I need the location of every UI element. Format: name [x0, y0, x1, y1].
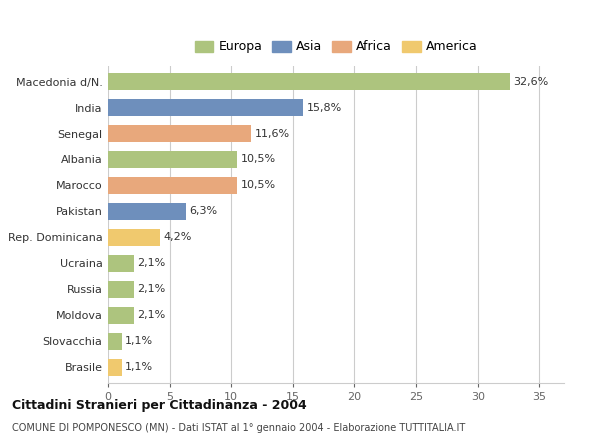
- Bar: [108, 203, 185, 220]
- Text: 2,1%: 2,1%: [137, 310, 166, 320]
- Bar: [108, 151, 238, 168]
- Bar: [108, 125, 251, 142]
- Legend: Europa, Asia, Africa, America: Europa, Asia, Africa, America: [194, 40, 478, 53]
- Text: 6,3%: 6,3%: [190, 206, 217, 216]
- Bar: [108, 255, 134, 272]
- Text: 15,8%: 15,8%: [307, 103, 341, 113]
- Text: 1,1%: 1,1%: [125, 362, 154, 372]
- Bar: [108, 99, 303, 116]
- Bar: [108, 333, 122, 350]
- Bar: [108, 229, 160, 246]
- Text: Cittadini Stranieri per Cittadinanza - 2004: Cittadini Stranieri per Cittadinanza - 2…: [12, 399, 307, 412]
- Text: 10,5%: 10,5%: [241, 180, 276, 191]
- Bar: [108, 73, 510, 90]
- Bar: [108, 177, 238, 194]
- Bar: [108, 307, 134, 324]
- Text: COMUNE DI POMPONESCO (MN) - Dati ISTAT al 1° gennaio 2004 - Elaborazione TUTTITA: COMUNE DI POMPONESCO (MN) - Dati ISTAT a…: [12, 423, 465, 433]
- Text: 2,1%: 2,1%: [137, 284, 166, 294]
- Text: 2,1%: 2,1%: [137, 258, 166, 268]
- Text: 32,6%: 32,6%: [514, 77, 549, 87]
- Bar: [108, 281, 134, 298]
- Text: 11,6%: 11,6%: [254, 128, 290, 139]
- Text: 10,5%: 10,5%: [241, 154, 276, 165]
- Bar: [108, 359, 122, 376]
- Text: 1,1%: 1,1%: [125, 336, 154, 346]
- Text: 4,2%: 4,2%: [163, 232, 192, 242]
